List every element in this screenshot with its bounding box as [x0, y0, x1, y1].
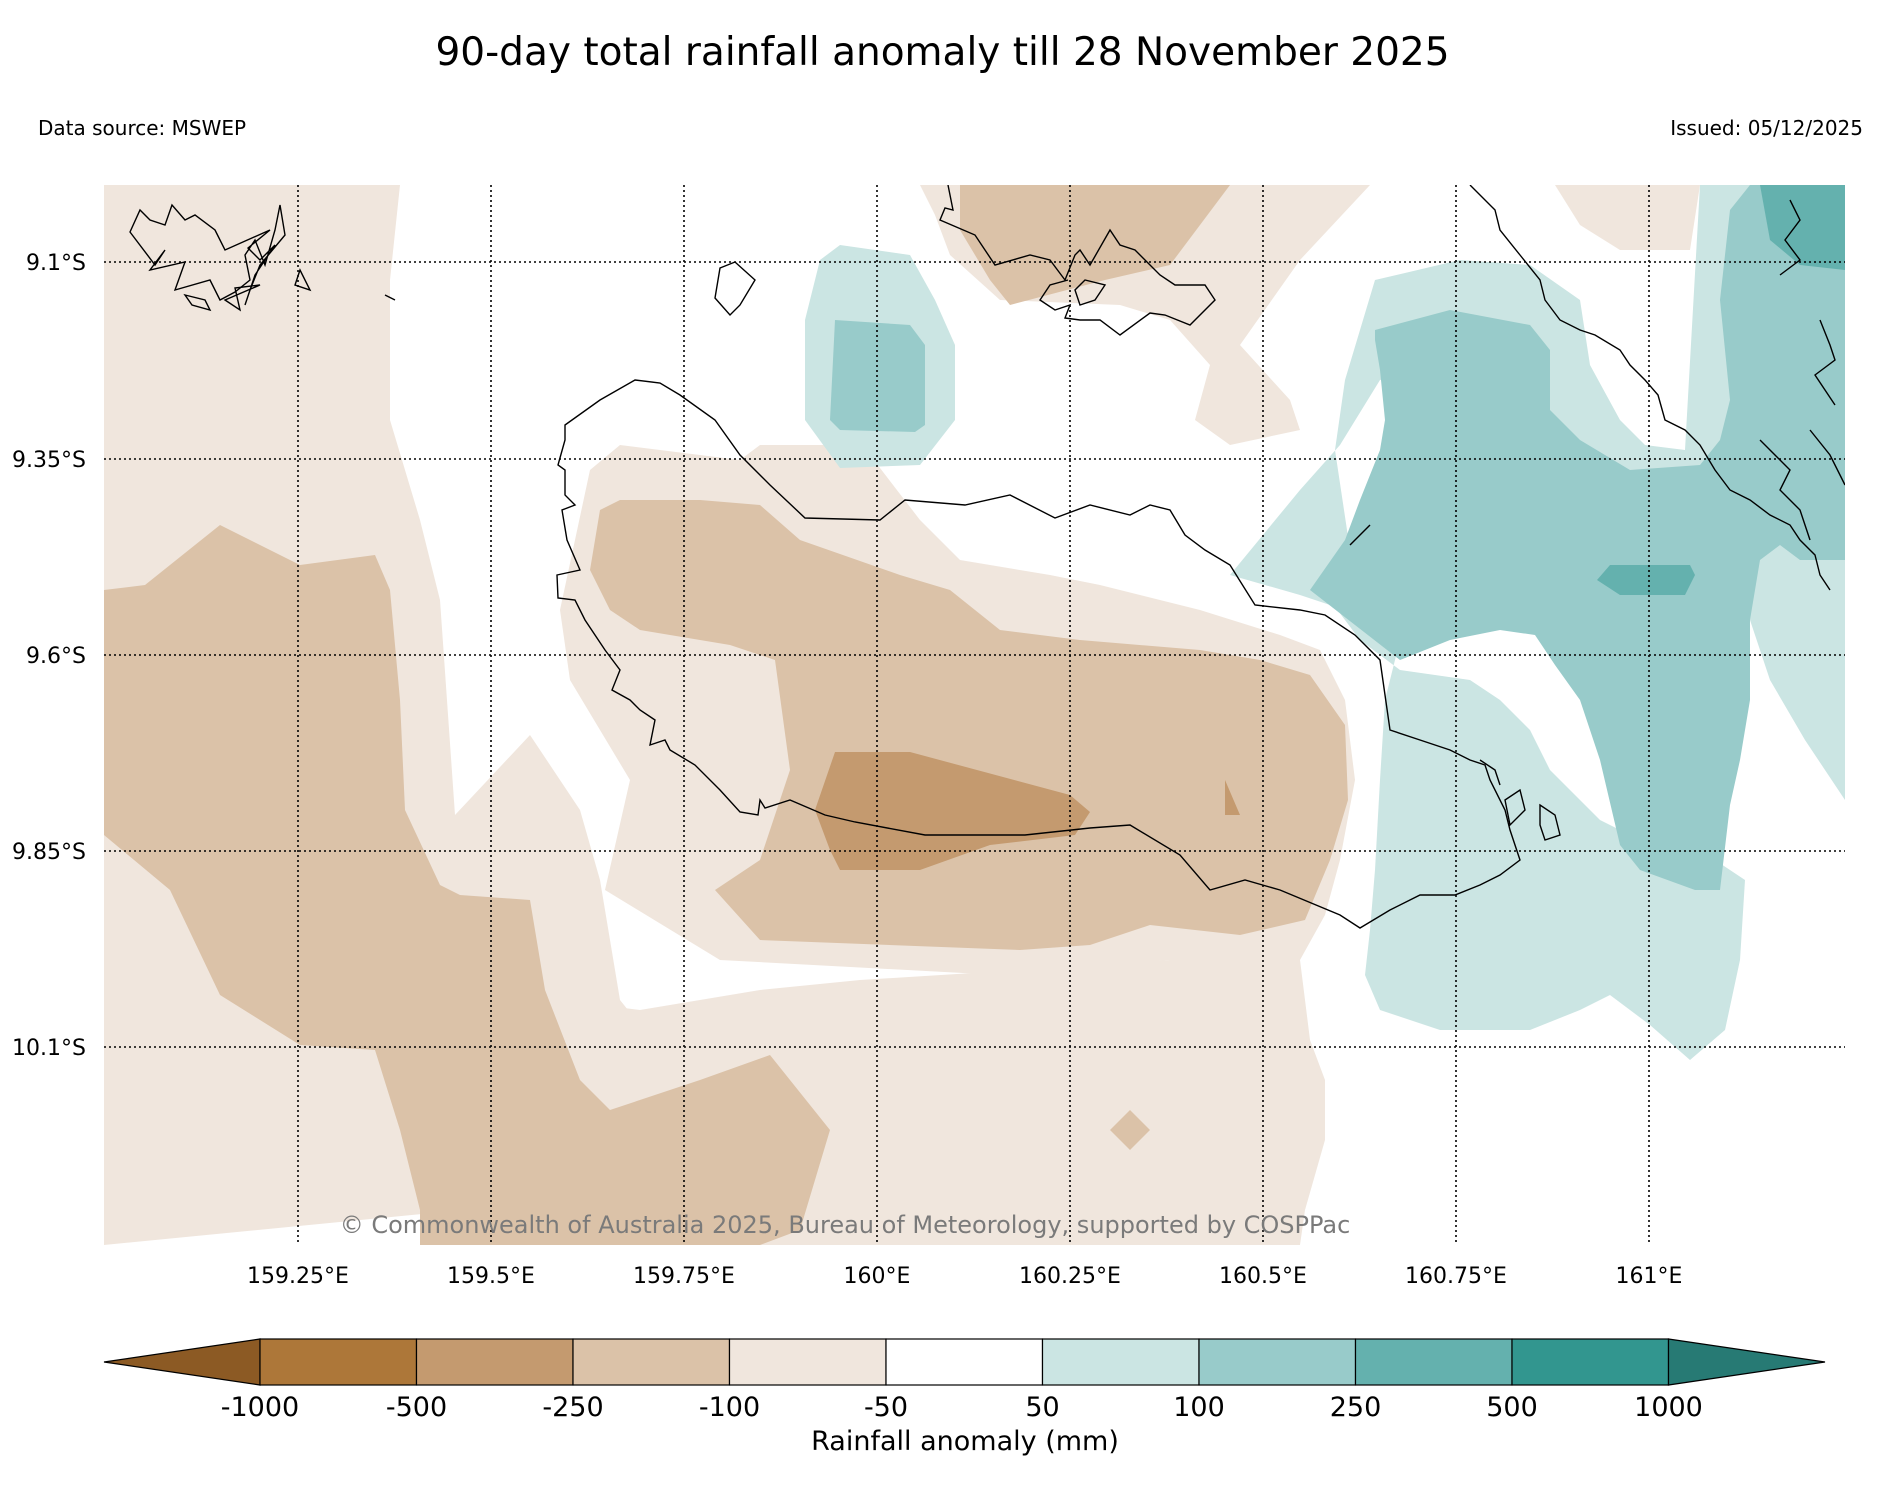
colorbar-swatch — [1511, 1338, 1670, 1386]
colorbar-tick-label: -100 — [699, 1392, 760, 1423]
map-area: © Commonwealth of Australia 2025, Bureau… — [104, 185, 1845, 1245]
map-title: 90-day total rainfall anomaly till 28 No… — [435, 30, 1450, 75]
colorbar-swatch — [259, 1338, 418, 1386]
colorbar-tick-label: -500 — [386, 1392, 447, 1423]
contour-mid-brown — [815, 752, 1240, 870]
contour-dark-teal — [1597, 185, 1845, 595]
colorbar-tick-label: 50 — [1025, 1392, 1059, 1423]
colorbar-swatch — [1354, 1338, 1513, 1386]
colorbar-tick-label: -1000 — [221, 1392, 299, 1423]
colorbar-tick-label: 1000 — [1634, 1392, 1703, 1423]
colorbar-ticks: -1000 -500 -250 -100 -50 50 100 250 500 … — [221, 1392, 1703, 1423]
grid-lines — [104, 185, 1845, 1245]
colorbar-tick-label: 100 — [1173, 1392, 1225, 1423]
lat-label: 9.1°S — [26, 251, 86, 276]
lon-label: 159.25°E — [247, 1264, 349, 1289]
lon-label: 159.75°E — [633, 1264, 735, 1289]
lon-label: 160°E — [844, 1264, 911, 1289]
colorbar — [103, 1338, 1826, 1386]
issued-date-label: Issued: 05/12/2025 — [1670, 116, 1863, 140]
colorbar-swatch — [1198, 1338, 1357, 1386]
colorbar-swatch — [728, 1338, 887, 1386]
coastlines — [129, 185, 1845, 929]
colorbar-tick-label: -50 — [864, 1392, 908, 1423]
lat-label: 10.1°S — [12, 1036, 86, 1061]
colorbar-extend-high — [1667, 1338, 1826, 1386]
lon-label: 161°E — [1616, 1264, 1683, 1289]
colorbar-swatch — [415, 1338, 574, 1386]
colorbar-swatch — [572, 1338, 731, 1386]
guadalcanal-coastline — [556, 379, 1521, 929]
lon-label: 160.75°E — [1405, 1264, 1507, 1289]
colorbar-swatch — [885, 1338, 1044, 1386]
contour-tan — [104, 185, 1348, 1245]
lon-label: 159.5°E — [447, 1264, 535, 1289]
latitude-labels: 9.1°S 9.35°S 9.6°S 9.85°S 10.1°S — [12, 251, 86, 1061]
colorbar-tick-label: 250 — [1330, 1392, 1382, 1423]
lat-label: 9.6°S — [26, 644, 86, 669]
lat-label: 9.85°S — [12, 840, 86, 865]
lon-label: 160.5°E — [1219, 1264, 1307, 1289]
lon-label: 160.25°E — [1019, 1264, 1121, 1289]
colorbar-swatch — [1041, 1338, 1200, 1386]
data-source-label: Data source: MSWEP — [38, 116, 247, 140]
colorbar-extend-low — [103, 1338, 261, 1386]
colorbar-title: Rainfall anomaly (mm) — [811, 1426, 1119, 1457]
colorbar-tick-label: 500 — [1486, 1392, 1538, 1423]
longitude-labels: 159.25°E 159.5°E 159.75°E 160°E 160.25°E… — [247, 1264, 1682, 1289]
colorbar-tick-label: -250 — [542, 1392, 603, 1423]
copyright-notice: © Commonwealth of Australia 2025, Bureau… — [340, 1211, 1351, 1239]
lat-label: 9.35°S — [12, 448, 86, 473]
